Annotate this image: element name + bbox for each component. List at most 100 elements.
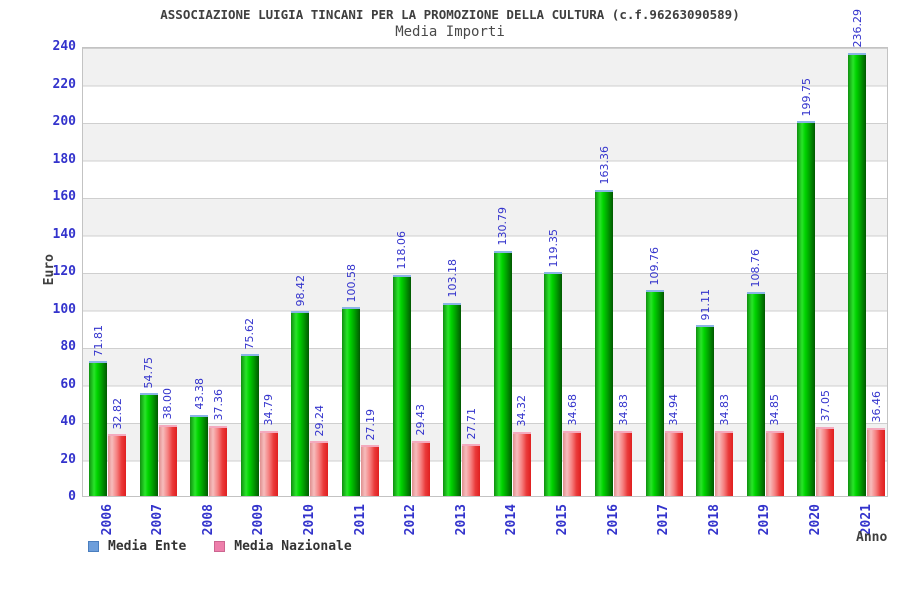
bar-value-text: 34.68: [565, 394, 579, 426]
y-tick-label: 40: [60, 414, 76, 429]
bar-value-label: 34.94: [666, 394, 682, 426]
x-tick-label-2019: 2019: [757, 504, 773, 535]
bar-value-label: 34.83: [716, 394, 732, 426]
bar-value-label: 109.76: [647, 247, 663, 286]
x-tick-text: 2018: [706, 504, 722, 536]
bar-media-nazionale-2011: [361, 445, 379, 496]
bar-value-text: 103.18: [445, 259, 459, 298]
bar-media-nazionale-2009: [259, 430, 278, 496]
bar-value-text: 75.62: [243, 317, 257, 350]
y-tick-label: 180: [52, 151, 76, 167]
bar-media-nazionale-2013: [462, 444, 481, 496]
y-tick-label: 220: [52, 76, 76, 92]
bar-value-label: 27.19: [362, 409, 378, 441]
x-tick-label-2020: 2020: [807, 504, 823, 535]
bar-media-ente-2010: [291, 311, 310, 496]
bar-value-text: 108.76: [749, 248, 763, 288]
x-tick-text: 2013: [453, 504, 469, 536]
y-tick-label: 200: [52, 114, 76, 129]
bar-value-label: 119.35: [545, 229, 561, 268]
bar-value-text: 130.79: [496, 207, 510, 246]
bar-value-label: 130.79: [495, 207, 511, 246]
x-tick-text: 2012: [403, 504, 419, 536]
legend-label: Media Nazionale: [234, 539, 352, 554]
bar-value-label: 103.18: [444, 259, 460, 298]
bar-media-ente-2016: [595, 189, 613, 496]
bar-value-text: 109.76: [648, 246, 662, 286]
bar-value-text: 91.11: [698, 288, 712, 321]
bar-value-label: 54.75: [141, 357, 157, 389]
y-tick-label: 20: [60, 451, 76, 467]
y-axis-title: Euro: [42, 254, 57, 289]
x-tick-label-2010: 2010: [301, 504, 317, 535]
x-tick-label-2012: 2012: [403, 504, 419, 535]
bar-value-label: 163.36: [596, 146, 612, 185]
bar-media-nazionale-2015: [563, 430, 582, 496]
bar-media-ente-2007: [139, 393, 158, 496]
bar-value-text: 43.38: [192, 378, 206, 410]
chart-legend: Media Ente Media Nazionale: [88, 539, 352, 554]
bar-value-label: 36.46: [868, 391, 884, 423]
y-axis-title-text: Euro: [42, 254, 57, 286]
legend-swatch-icon: [214, 541, 226, 552]
x-tick-label-2018: 2018: [706, 504, 722, 535]
bar-value-text: 29.43: [414, 404, 428, 436]
bar-value-label: 32.82: [109, 398, 125, 430]
plot-area: 71.81 32.82 54.75 38.00 43.38 37.36 75.62 34.79…: [82, 9, 888, 497]
bar-value-label: 37.05: [817, 390, 833, 422]
bar-media-ente-2006: [89, 361, 107, 496]
bar-value-text: 34.94: [667, 394, 681, 426]
bar-value-label: 236.29: [849, 9, 865, 48]
bar-media-ente-2014: [493, 250, 512, 496]
bar-media-nazionale-2010: [310, 441, 329, 496]
x-tick-label-2016: 2016: [605, 504, 621, 535]
bar-value-text: 236.29: [850, 9, 864, 48]
bar-value-label: 43.38: [191, 378, 207, 410]
bar-value-label: 91.11: [697, 289, 713, 321]
bar-value-label: 29.24: [311, 405, 327, 437]
x-axis-title: Anno: [856, 530, 888, 545]
bar-value-label: 34.68: [564, 394, 580, 426]
bar-media-ente-2019: [746, 292, 765, 496]
x-tick-text: 2011: [352, 504, 368, 536]
bar-media-ente-2018: [696, 325, 715, 496]
bar-value-text: 27.71: [464, 407, 478, 440]
bar-value-text: 98.42: [293, 274, 307, 307]
x-tick-text: 2009: [251, 504, 267, 536]
x-tick-text: 2020: [807, 504, 823, 536]
x-tick-text: 2015: [554, 504, 570, 536]
bar-value-label: 98.42: [292, 275, 308, 307]
x-tick-label-2015: 2015: [554, 504, 570, 535]
bar-value-text: 71.81: [91, 324, 105, 357]
bar-value-text: 100.58: [344, 263, 358, 303]
x-tick-text: 2007: [150, 504, 166, 536]
bar-media-nazionale-2008: [209, 425, 228, 496]
x-tick-label-2009: 2009: [251, 504, 267, 535]
bar-media-nazionale-2014: [512, 431, 531, 496]
bar-media-ente-2021: [848, 52, 866, 496]
bar-value-text: 37.05: [818, 390, 832, 422]
y-tick-label: 100: [52, 301, 76, 317]
bar-value-text: 34.32: [515, 395, 529, 427]
legend-item-media-ente: Media Ente: [88, 539, 186, 554]
legend-label: Media Ente: [108, 539, 187, 554]
x-tick-label-2013: 2013: [453, 504, 469, 535]
x-tick-text: 2016: [605, 504, 621, 536]
bar-value-text: 118.06: [395, 231, 409, 270]
bar-media-ente-2015: [544, 272, 563, 496]
bar-value-label: 100.58: [343, 264, 359, 303]
y-tick-label: 240: [52, 39, 76, 54]
bar-media-nazionale-2017: [664, 430, 683, 496]
x-tick-label-2008: 2008: [200, 504, 216, 535]
x-tick-text: 2017: [656, 504, 672, 536]
x-tick-text: 2008: [200, 504, 216, 536]
bar-media-nazionale-2016: [614, 430, 632, 496]
bar-value-text: 34.83: [717, 394, 731, 426]
x-tick-text: 2010: [301, 504, 317, 536]
bar-media-nazionale-2021: [867, 427, 885, 496]
bar-value-label: 34.32: [514, 395, 530, 427]
x-tick-label-2007: 2007: [150, 504, 166, 535]
x-tick-label-2011: 2011: [352, 504, 368, 535]
bar-media-nazionale-2020: [816, 426, 835, 496]
